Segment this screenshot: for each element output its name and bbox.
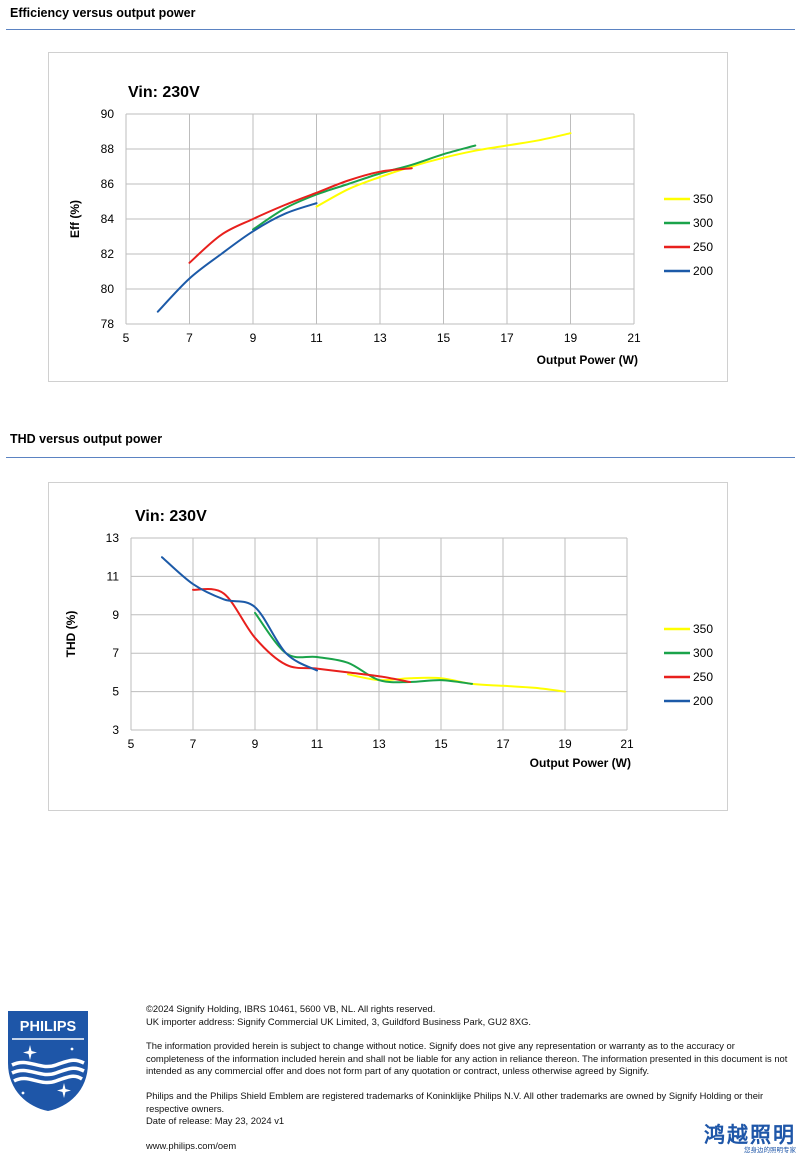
- philips-shield-logo: PHILIPS: [8, 1011, 88, 1111]
- y-tick-label: 86: [101, 177, 115, 191]
- legend-label-200: 200: [693, 694, 713, 708]
- footer-legal: ©2024 Signify Holding, IBRS 10461, 5600 …: [146, 1003, 791, 1152]
- distributor-logo: 鸿越照明 您身边的照明专家: [700, 1124, 796, 1154]
- brand-name: PHILIPS: [20, 1019, 77, 1035]
- legend-label-300: 300: [693, 646, 713, 660]
- y-tick-label: 90: [101, 107, 115, 121]
- x-tick-label: 13: [372, 737, 386, 751]
- y-axis-label: Eff (%): [68, 200, 82, 238]
- y-tick-label: 84: [101, 212, 115, 226]
- y-tick-label: 5: [112, 685, 119, 699]
- x-tick-label: 11: [311, 737, 324, 751]
- efficiency-chart-frame: Vin: 230V 5 7 9 11 13 15 17 19 21 78 80 82 84 86 88 90 Ou…: [48, 52, 728, 382]
- copyright-text: ©2024 Signify Holding, IBRS 10461, 5600 …: [146, 1003, 436, 1014]
- y-tick-label: 82: [101, 247, 115, 261]
- trademark-text: Philips and the Philips Shield Emblem ar…: [146, 1089, 764, 1114]
- legend-label-200: 200: [693, 264, 713, 278]
- x-tick-label: 19: [558, 737, 572, 751]
- disclaimer-text: The information provided herein is subje…: [146, 1040, 788, 1077]
- release-date-text: Date of release: May 23, 2024 v1: [146, 1115, 285, 1127]
- x-tick-label: 17: [496, 737, 510, 751]
- x-tick-label: 15: [434, 737, 448, 751]
- thd-chart-frame: Vin: 230V 5 7 9 11 13 15 17 19 21 3 5 7 9 11 13 Output P…: [48, 482, 728, 811]
- series-line-250: [192, 588, 411, 683]
- chart-title: Vin: 230V: [128, 84, 200, 101]
- y-tick-label: 13: [106, 531, 120, 545]
- legend-label-300: 300: [693, 216, 713, 230]
- x-tick-label: 5: [123, 331, 130, 345]
- x-tick-label: 19: [564, 331, 578, 345]
- section-title-thd: THD versus output power: [10, 432, 163, 446]
- importer-text: UK importer address: Signify Commercial …: [146, 1015, 532, 1027]
- x-tick-label: 21: [627, 331, 641, 345]
- y-tick-label: 80: [101, 282, 115, 296]
- y-tick-label: 7: [112, 646, 119, 660]
- legend-label-250: 250: [693, 670, 713, 684]
- legend-label-350: 350: [693, 192, 713, 206]
- x-tick-label: 17: [500, 331, 514, 345]
- legend-label-250: 250: [693, 240, 713, 254]
- y-tick-label: 78: [101, 317, 115, 331]
- x-axis-label: Output Power (W): [537, 353, 638, 367]
- x-tick-label: 21: [620, 737, 634, 751]
- series-line-200: [161, 556, 318, 672]
- x-tick-label: 9: [252, 737, 259, 751]
- section-title-efficiency: Efficiency versus output power: [10, 6, 196, 20]
- section-divider: [6, 457, 795, 458]
- x-tick-label: 7: [186, 331, 193, 345]
- x-tick-label: 9: [250, 331, 257, 345]
- website-link[interactable]: www.philips.com/oem: [146, 1139, 237, 1151]
- x-tick-label: 13: [373, 331, 387, 345]
- y-tick-label: 9: [112, 608, 119, 622]
- x-tick-label: 5: [128, 737, 135, 751]
- y-tick-label: 11: [107, 569, 120, 583]
- x-tick-label: 15: [437, 331, 451, 345]
- section-divider: [6, 29, 795, 30]
- x-axis-label: Output Power (W): [530, 756, 631, 770]
- distributor-logo-name: 鸿越照明: [704, 1123, 796, 1147]
- series-line-350: [315, 132, 572, 208]
- y-tick-label: 88: [101, 142, 115, 156]
- y-tick-label: 3: [112, 723, 119, 737]
- legend-label-350: 350: [693, 622, 713, 636]
- series-line-300: [252, 144, 477, 231]
- y-axis-label: THD (%): [64, 611, 78, 658]
- distributor-logo-tagline: 您身边的照明专家: [744, 1146, 796, 1154]
- chart-title: Vin: 230V: [135, 508, 207, 525]
- series-line-200: [156, 202, 318, 313]
- x-tick-label: 7: [190, 737, 197, 751]
- efficiency-chart: Vin: 230V 5 7 9 11 13 15 17 19 21 78 80 82 84 86 88 90 Ou…: [68, 84, 713, 367]
- series-line-250: [188, 167, 413, 264]
- x-tick-label: 11: [310, 331, 323, 345]
